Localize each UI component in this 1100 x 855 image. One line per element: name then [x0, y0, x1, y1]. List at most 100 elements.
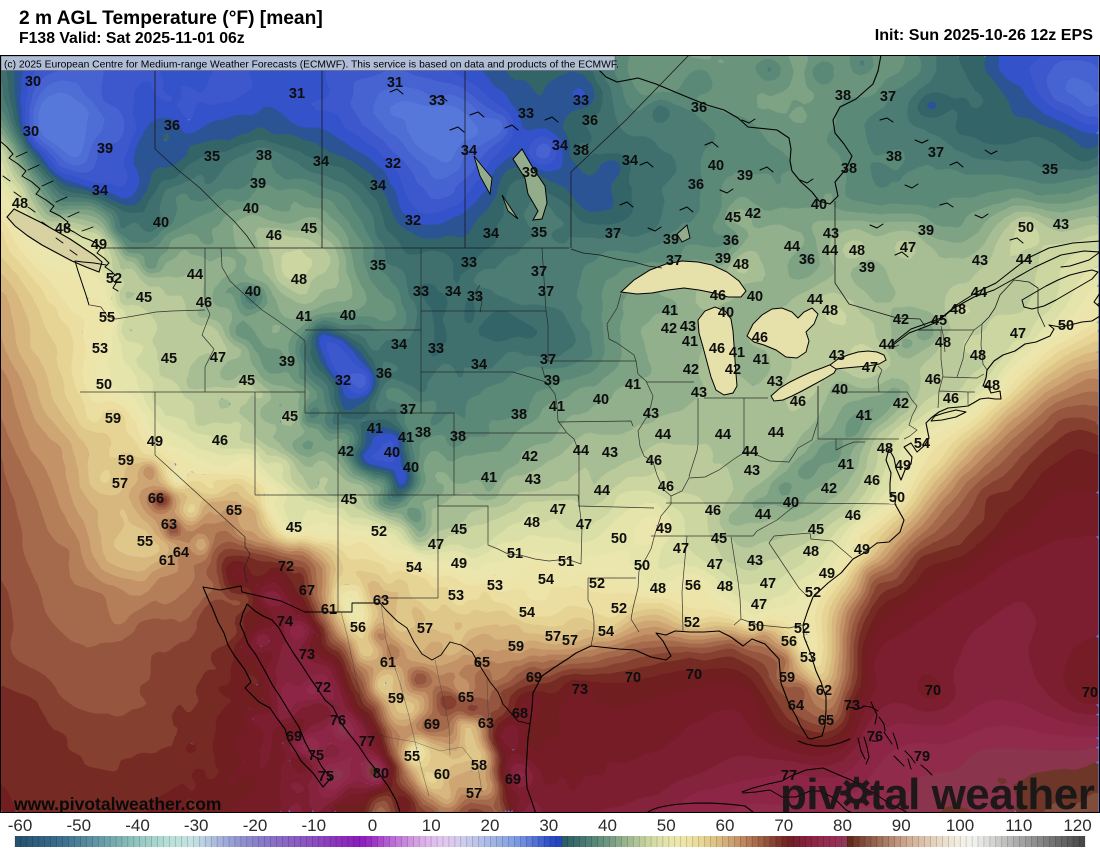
- svg-text:55: 55: [137, 534, 153, 550]
- svg-text:67: 67: [299, 583, 315, 599]
- svg-text:70: 70: [686, 667, 702, 683]
- svg-text:47: 47: [428, 537, 444, 553]
- svg-text:39: 39: [279, 354, 295, 370]
- svg-text:44: 44: [768, 425, 784, 441]
- svg-text:46: 46: [266, 228, 282, 244]
- svg-text:44: 44: [879, 337, 895, 353]
- svg-text:57: 57: [545, 629, 561, 645]
- svg-text:41: 41: [367, 421, 383, 437]
- svg-text:110: 110: [1005, 816, 1032, 835]
- svg-text:37: 37: [880, 89, 896, 105]
- svg-text:52: 52: [805, 585, 821, 601]
- svg-text:90: 90: [892, 816, 911, 835]
- svg-text:72: 72: [315, 680, 331, 696]
- svg-text:77: 77: [781, 768, 797, 784]
- svg-text:48: 48: [524, 515, 540, 531]
- svg-text:43: 43: [525, 472, 541, 488]
- svg-text:33: 33: [467, 289, 483, 305]
- svg-text:76: 76: [867, 729, 883, 745]
- svg-text:48: 48: [733, 257, 749, 273]
- svg-text:70: 70: [925, 683, 941, 699]
- svg-text:44: 44: [594, 483, 610, 499]
- svg-text:34: 34: [313, 154, 329, 170]
- svg-text:35: 35: [204, 149, 220, 165]
- svg-text:53: 53: [448, 588, 464, 604]
- svg-text:32: 32: [385, 156, 401, 172]
- svg-text:33: 33: [573, 93, 589, 109]
- svg-text:45: 45: [301, 221, 317, 237]
- svg-text:57: 57: [466, 786, 482, 802]
- svg-text:59: 59: [779, 670, 795, 686]
- svg-text:0: 0: [368, 816, 377, 835]
- svg-text:36: 36: [582, 113, 598, 129]
- svg-text:43: 43: [767, 374, 783, 390]
- svg-text:39: 39: [97, 141, 113, 157]
- svg-text:34: 34: [391, 337, 407, 353]
- svg-text:54: 54: [406, 560, 422, 576]
- svg-text:-60: -60: [8, 816, 33, 835]
- svg-text:70: 70: [625, 670, 641, 686]
- svg-text:69: 69: [526, 670, 542, 686]
- svg-text:53: 53: [487, 578, 503, 594]
- svg-text:54: 54: [598, 624, 614, 640]
- svg-text:80: 80: [833, 816, 852, 835]
- svg-text:45: 45: [282, 409, 298, 425]
- svg-text:37: 37: [540, 352, 556, 368]
- svg-text:56: 56: [685, 578, 701, 594]
- svg-text:30: 30: [25, 74, 41, 90]
- svg-text:piv: piv: [780, 770, 843, 819]
- svg-text:F138 Valid: Sat 2025-11-01 06z: F138 Valid: Sat 2025-11-01 06z: [19, 30, 245, 47]
- svg-text:45: 45: [239, 373, 255, 389]
- svg-text:49: 49: [656, 521, 672, 537]
- svg-text:52: 52: [794, 621, 810, 637]
- svg-text:53: 53: [92, 341, 108, 357]
- svg-text:45: 45: [725, 210, 741, 226]
- svg-text:41: 41: [481, 470, 497, 486]
- svg-text:42: 42: [522, 449, 538, 465]
- svg-text:34: 34: [92, 183, 108, 199]
- svg-text:54: 54: [519, 605, 535, 621]
- svg-text:41: 41: [729, 345, 745, 361]
- svg-text:46: 46: [705, 503, 721, 519]
- svg-text:57: 57: [562, 633, 578, 649]
- svg-text:68: 68: [512, 706, 528, 722]
- svg-text:20: 20: [481, 816, 500, 835]
- svg-text:46: 46: [658, 479, 674, 495]
- svg-text:46: 46: [752, 330, 768, 346]
- svg-text:50: 50: [1018, 220, 1034, 236]
- svg-text:75: 75: [308, 748, 324, 764]
- svg-text:44: 44: [822, 243, 838, 259]
- svg-text:44: 44: [715, 427, 731, 443]
- svg-text:-30: -30: [184, 816, 209, 835]
- svg-text:30: 30: [23, 124, 39, 140]
- svg-text:42: 42: [745, 206, 761, 222]
- svg-text:42: 42: [893, 396, 909, 412]
- svg-text:73: 73: [299, 647, 315, 663]
- svg-text:63: 63: [478, 716, 494, 732]
- svg-text:40: 40: [403, 460, 419, 476]
- svg-text:45: 45: [931, 313, 947, 329]
- svg-text:44: 44: [755, 507, 771, 523]
- svg-text:-40: -40: [125, 816, 150, 835]
- svg-text:39: 39: [737, 168, 753, 184]
- svg-text:48: 48: [877, 441, 893, 457]
- svg-text:47: 47: [576, 517, 592, 533]
- svg-text:60: 60: [434, 767, 450, 783]
- svg-text:57: 57: [112, 476, 128, 492]
- svg-text:56: 56: [350, 620, 366, 636]
- svg-text:48: 48: [55, 221, 71, 237]
- svg-text:39: 39: [663, 232, 679, 248]
- svg-text:36: 36: [164, 118, 180, 134]
- svg-text:31: 31: [289, 86, 305, 102]
- svg-text:37: 37: [605, 226, 621, 242]
- svg-text:40: 40: [153, 215, 169, 231]
- svg-text:39: 39: [522, 165, 538, 181]
- svg-text:37: 37: [531, 264, 547, 280]
- svg-text:39: 39: [250, 176, 266, 192]
- svg-text:54: 54: [538, 572, 554, 588]
- svg-text:49: 49: [895, 458, 911, 474]
- svg-text:32: 32: [405, 213, 421, 229]
- svg-text:52: 52: [684, 615, 700, 631]
- svg-text:43: 43: [680, 319, 696, 335]
- svg-text:47: 47: [210, 350, 226, 366]
